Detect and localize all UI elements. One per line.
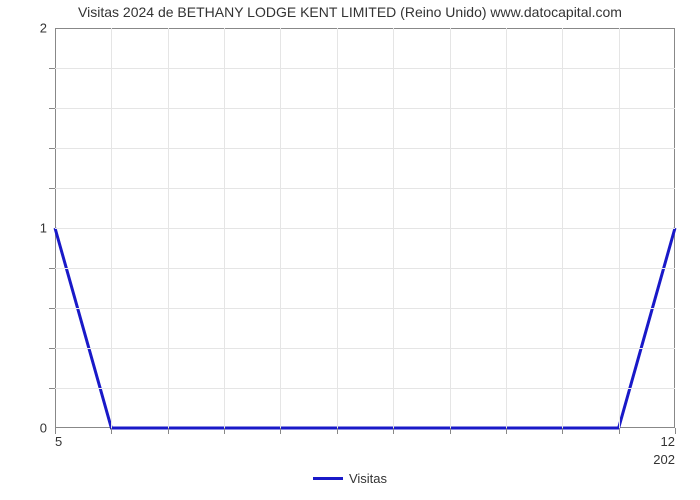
grid-line: [55, 148, 675, 149]
x-tick: [337, 428, 338, 434]
y-minor-tick: [49, 308, 55, 309]
x-tick: [562, 428, 563, 434]
grid-line: [55, 108, 675, 109]
y-minor-tick: [49, 68, 55, 69]
x-tick: [675, 428, 676, 434]
grid-line: [224, 28, 225, 428]
y-minor-tick: [49, 108, 55, 109]
grid-line: [111, 28, 112, 428]
x-tick-label-left: 5: [55, 428, 62, 449]
x-tick: [111, 428, 112, 434]
grid-line: [55, 388, 675, 389]
grid-line: [393, 28, 394, 428]
grid-line: [619, 28, 620, 428]
x-tick: [506, 428, 507, 434]
x-tick: [280, 428, 281, 434]
legend-swatch: [313, 477, 343, 480]
grid-line: [55, 308, 675, 309]
grid-line: [55, 268, 675, 269]
x-tick: [450, 428, 451, 434]
y-minor-tick: [49, 268, 55, 269]
grid-line: [55, 68, 675, 69]
x-tick: [393, 428, 394, 434]
grid-line: [55, 188, 675, 189]
grid-line: [280, 28, 281, 428]
chart-title: Visitas 2024 de BETHANY LODGE KENT LIMIT…: [0, 4, 700, 20]
y-minor-tick: [49, 188, 55, 189]
x-sub-label-right: 202: [653, 428, 675, 467]
grid-line: [55, 228, 675, 229]
legend: Visitas: [0, 470, 700, 486]
y-tick-label: 1: [40, 221, 55, 236]
y-tick-label: 2: [40, 21, 55, 36]
y-tick-label: 0: [40, 421, 55, 436]
y-minor-tick: [49, 148, 55, 149]
x-tick: [619, 428, 620, 434]
grid-line: [450, 28, 451, 428]
y-minor-tick: [49, 388, 55, 389]
y-minor-tick: [49, 348, 55, 349]
grid-line: [562, 28, 563, 428]
series-polyline: [55, 228, 675, 428]
grid-line: [506, 28, 507, 428]
grid-line: [337, 28, 338, 428]
x-tick: [168, 428, 169, 434]
legend-label: Visitas: [349, 471, 387, 486]
x-tick: [224, 428, 225, 434]
grid-line: [55, 348, 675, 349]
plot-area: 012512202: [55, 28, 675, 428]
chart-container: Visitas 2024 de BETHANY LODGE KENT LIMIT…: [0, 0, 700, 500]
grid-line: [168, 28, 169, 428]
